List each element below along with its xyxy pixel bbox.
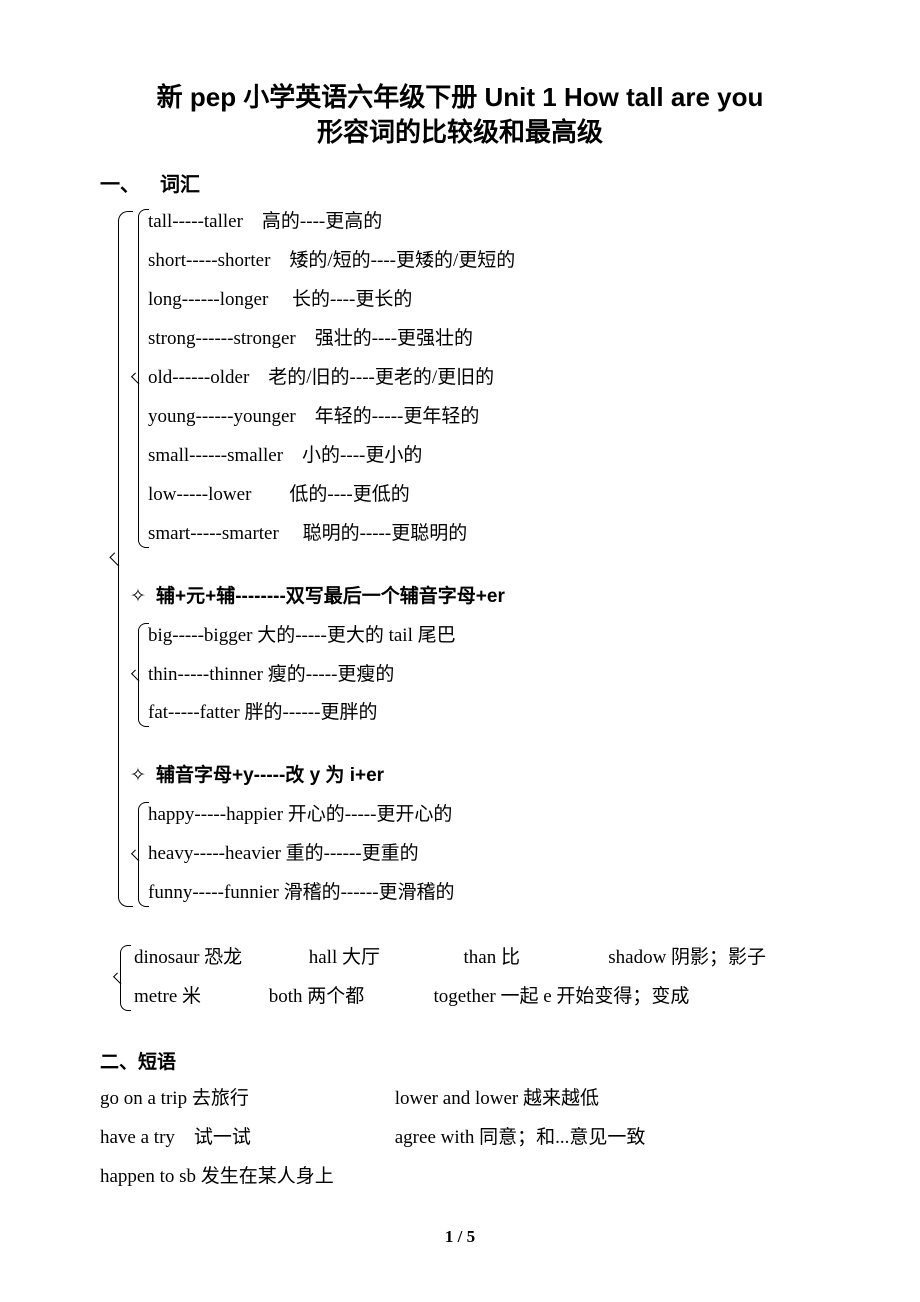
vocab-item: strong------stronger 强壮的----更强壮的 xyxy=(100,320,820,359)
phrase-row: have a try 试一试 agree with 同意；和...意见一致 xyxy=(100,1119,820,1158)
rule2-group: big-----bigger 大的-----更大的 tail 尾巴 thin--… xyxy=(100,617,820,734)
vocab-item: old------older 老的/旧的----更老的/更旧的 xyxy=(100,359,820,398)
phrase-item: lower and lower 越来越低 xyxy=(395,1088,599,1109)
vocab-row: dinosaur 恐龙 hall 大厅 than 比 shadow 阴影；影子 xyxy=(100,939,820,978)
rule3-heading: ✧辅音字母+y-----改 y 为 i+er xyxy=(100,757,820,796)
phrase-row: happen to sb 发生在某人身上 xyxy=(100,1158,820,1197)
brace-icon xyxy=(138,623,149,728)
page-number-text: 1 / 5 xyxy=(445,1227,475,1246)
brace-icon xyxy=(138,209,149,547)
vocab-item: big-----bigger 大的-----更大的 tail 尾巴 xyxy=(100,617,820,656)
vocab-item: small------smaller 小的----更小的 xyxy=(100,437,820,476)
vocab-word: metre 米 xyxy=(134,978,264,1017)
brace-icon xyxy=(138,802,149,907)
phrase-item: agree with 同意；和...意见一致 xyxy=(395,1127,646,1148)
rule3-heading-text: 辅音字母+y-----改 y 为 i+er xyxy=(156,765,384,786)
title-line-1: 新 pep 小学英语六年级下册 Unit 1 How tall are you xyxy=(100,80,820,115)
extra-vocab-group: dinosaur 恐龙 hall 大厅 than 比 shadow 阴影；影子 … xyxy=(100,939,820,1017)
rule1-group: tall-----taller 高的----更高的 short-----shor… xyxy=(100,203,820,553)
vocab-item: heavy-----heavier 重的------更重的 xyxy=(100,835,820,874)
vocab-item: tall-----taller 高的----更高的 xyxy=(100,203,820,242)
vocab-item: low-----lower 低的----更低的 xyxy=(100,476,820,515)
page: 新 pep 小学英语六年级下册 Unit 1 How tall are you … xyxy=(0,0,920,1287)
vocab-item: funny-----funnier 滑稽的------更滑稽的 xyxy=(100,874,820,913)
vocab-word: shadow 阴影；影子 xyxy=(608,939,766,978)
page-title: 新 pep 小学英语六年级下册 Unit 1 How tall are you … xyxy=(100,80,820,150)
phrase-item: have a try 试一试 xyxy=(100,1119,390,1158)
rule3-group: happy-----happier 开心的-----更开心的 heavy----… xyxy=(100,796,820,913)
vocab-item: thin-----thinner 瘦的-----更瘦的 xyxy=(100,656,820,695)
vocab-word: hall 大厅 xyxy=(309,939,459,978)
spacer xyxy=(100,733,820,757)
page-number: 1 / 5 xyxy=(100,1227,820,1247)
vocab-word: both 两个都 xyxy=(269,978,429,1017)
vocabulary-outer-group: tall-----taller 高的----更高的 short-----shor… xyxy=(100,203,820,915)
phrase-item: happen to sb 发生在某人身上 xyxy=(100,1158,390,1197)
vocab-item: short-----shorter 矮的/短的----更矮的/更短的 xyxy=(100,242,820,281)
vocab-item: young------younger 年轻的-----更年轻的 xyxy=(100,398,820,437)
vocab-item: happy-----happier 开心的-----更开心的 xyxy=(100,796,820,835)
rule2-heading-text: 辅+元+辅--------双写最后一个辅音字母+er xyxy=(156,586,505,607)
phrase-item: go on a trip 去旅行 xyxy=(100,1080,390,1119)
section-1-heading: 一、 词汇 xyxy=(100,168,820,197)
rule2-heading: ✧辅+元+辅--------双写最后一个辅音字母+er xyxy=(100,578,820,617)
phrases-block: go on a trip 去旅行 lower and lower 越来越低 ha… xyxy=(100,1080,820,1197)
spacer xyxy=(100,554,820,578)
title-line-2: 形容词的比较级和最高级 xyxy=(100,115,820,150)
vocab-word: dinosaur 恐龙 xyxy=(134,939,304,978)
spacer xyxy=(100,915,820,939)
vocab-item: smart-----smarter 聪明的-----更聪明的 xyxy=(100,515,820,554)
vocab-row: metre 米 both 两个都 together 一起 e 开始变得；变成 xyxy=(100,978,820,1017)
vocab-item: fat-----fatter 胖的------更胖的 xyxy=(100,694,820,733)
vocab-word: together 一起 e 开始变得；变成 xyxy=(434,978,690,1017)
vocab-item: long------longer 长的----更长的 xyxy=(100,281,820,320)
section-2-heading: 二、短语 xyxy=(100,1047,820,1074)
vocab-word: than 比 xyxy=(464,939,604,978)
brace-icon xyxy=(120,945,131,1011)
phrase-row: go on a trip 去旅行 lower and lower 越来越低 xyxy=(100,1080,820,1119)
spacer xyxy=(100,1017,820,1041)
